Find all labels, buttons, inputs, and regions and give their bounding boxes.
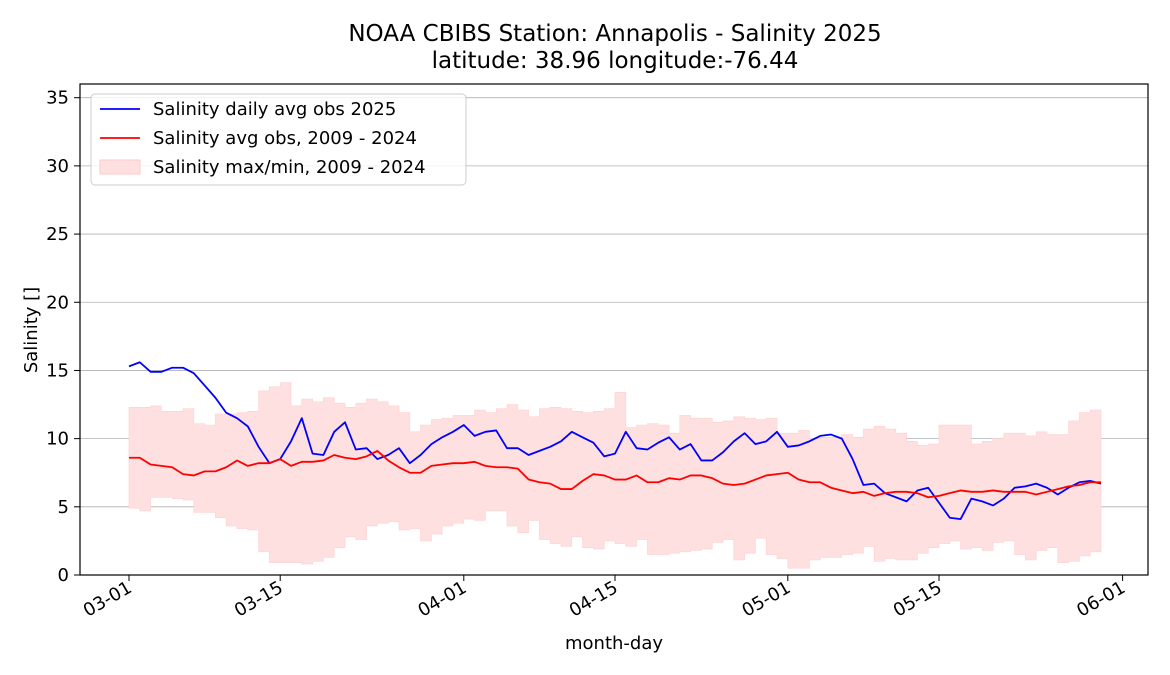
- legend: Salinity daily avg obs 2025 Salinity avg…: [90, 93, 467, 186]
- y-tick-label: 20: [46, 292, 69, 313]
- legend-label-avg: Salinity avg obs, 2009 - 2024: [153, 128, 417, 149]
- x-axis: 03-01 03-15 04-01 04-15 05-01 05-15 06-01: [80, 575, 1129, 621]
- y-tick-label: 25: [46, 224, 69, 245]
- chart-title: NOAA CBIBS Station: Annapolis - Salinity…: [348, 21, 881, 47]
- series-layer: [128, 361, 1102, 520]
- legend-label-2025: Salinity daily avg obs 2025: [153, 99, 396, 120]
- y-tick-label: 35: [46, 88, 69, 109]
- chart-subtitle: latitude: 38.96 longitude:-76.44: [432, 48, 799, 74]
- series-line-2025: [128, 361, 1102, 520]
- x-tick-label: 03-01: [80, 577, 136, 621]
- series-line-avg: [129, 450, 1101, 499]
- x-tick-label: 06-01: [1073, 577, 1129, 621]
- legend-swatch-band: [99, 159, 141, 175]
- y-tick-label: 10: [46, 429, 69, 450]
- y-tick-label: 0: [58, 565, 69, 586]
- y-tick-label: 15: [46, 360, 69, 381]
- x-tick-label: 04-15: [566, 577, 622, 621]
- x-tick-label: 03-15: [231, 577, 287, 621]
- x-axis-label: month-day: [565, 633, 663, 654]
- band-max-min: [128, 382, 1102, 569]
- band-layer: [128, 382, 1102, 569]
- legend-label-band: Salinity max/min, 2009 - 2024: [153, 157, 426, 178]
- plot-frame: [79, 83, 1149, 576]
- x-tick-label: 04-01: [414, 577, 470, 621]
- legend-box: [90, 93, 467, 186]
- y-axis: 0 5 10 15 20 25 30 35: [46, 88, 80, 586]
- y-tick-label: 30: [46, 156, 69, 177]
- y-axis-label: Salinity []: [21, 287, 42, 373]
- y-tick-label: 5: [58, 497, 69, 518]
- x-tick-label: 05-01: [738, 577, 794, 621]
- x-tick-label: 05-15: [890, 577, 946, 621]
